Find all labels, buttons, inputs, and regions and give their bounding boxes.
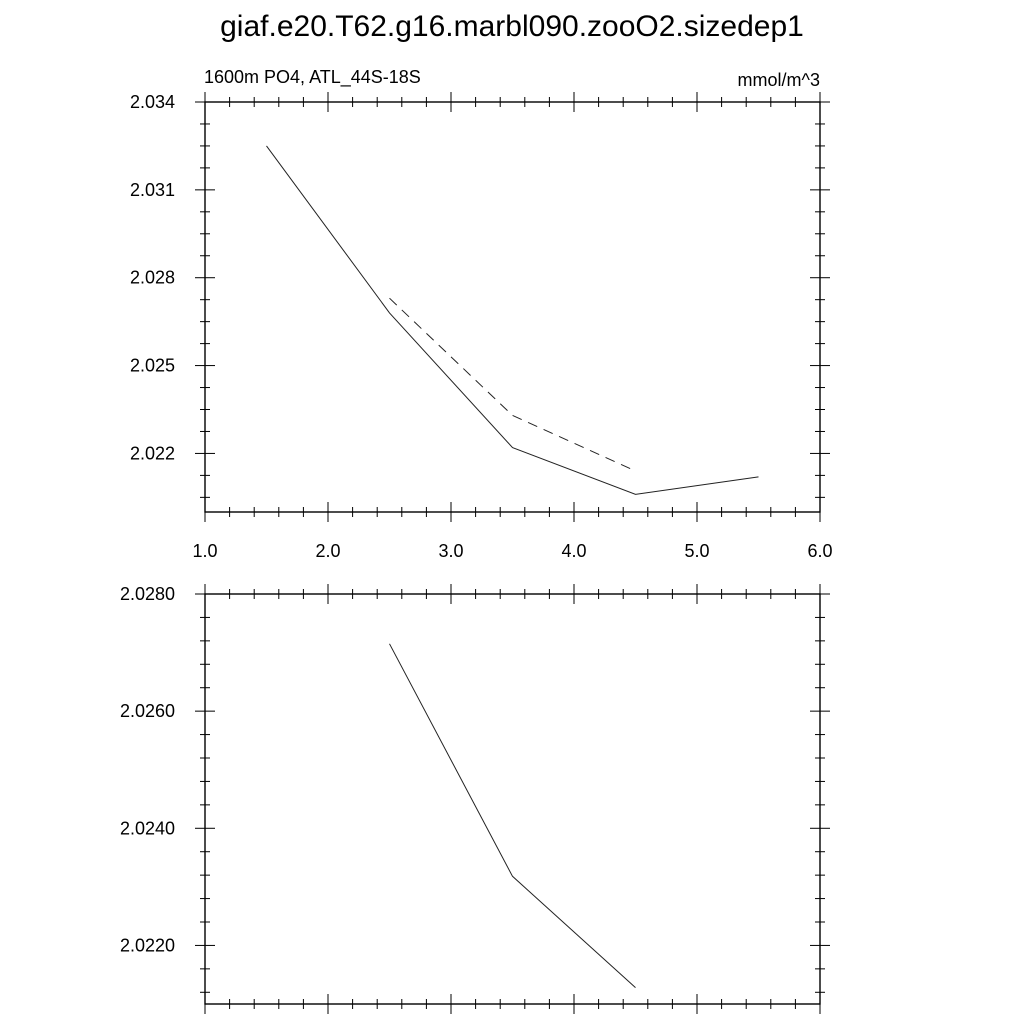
dashed-series-line [389, 297, 636, 472]
y-tick-label: 2.022 [130, 443, 175, 463]
y-tick-label: 2.0260 [120, 701, 175, 721]
chart-title: giaf.e20.T62.g16.marbl090.zooO2.sizedep1 [220, 10, 804, 43]
units-label: mmol/m^3 [737, 70, 820, 90]
solid-series-line [266, 145, 759, 495]
x-tick-label: 6.0 [807, 541, 832, 561]
y-tick-label: 2.0220 [120, 935, 175, 955]
x-tick-label: 4.0 [561, 541, 586, 561]
y-tick-label: 2.028 [130, 268, 175, 288]
x-tick-label: 2.0 [315, 541, 340, 561]
x-tick-label: 3.0 [438, 541, 463, 561]
x-tick-label: 5.0 [684, 541, 709, 561]
y-tick-label: 2.031 [130, 180, 175, 200]
bottom-panel: 2.0280 2.0260 2.0240 2.0220 [120, 584, 830, 1014]
x-tick-label: 1.0 [192, 541, 217, 561]
y-tick-label: 2.0280 [120, 584, 175, 604]
plot-frame [204, 593, 821, 1005]
plot-frame [204, 101, 821, 513]
y-tick-label: 2.034 [130, 92, 175, 112]
y-tick-label: 2.025 [130, 356, 175, 376]
variable-region-label: 1600m PO4, ATL_44S-18S [204, 67, 421, 87]
y-tick-label: 2.0240 [120, 818, 175, 838]
solid-series-line [389, 643, 636, 988]
top-panel: 1.0 2.0 3.0 4.0 5.0 6.0 2.034 2.031 2.028 2.025 2.… [130, 92, 833, 561]
